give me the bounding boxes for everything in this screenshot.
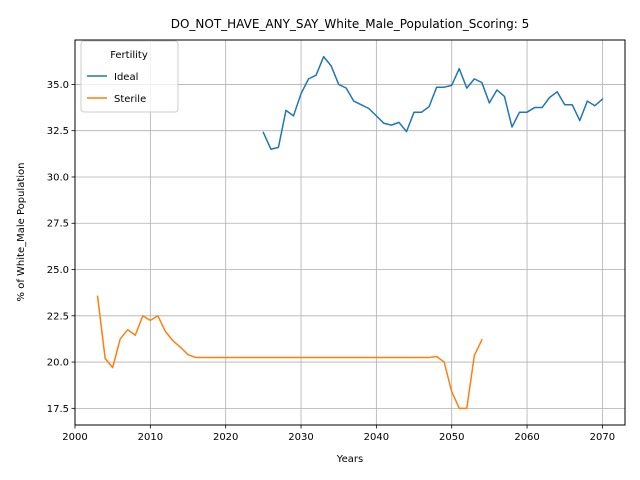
y-tick-label: 35.0 [47,80,69,91]
y-tick-label: 30.0 [47,172,69,183]
y-axis-ticks: 17.5 20.0 22.5 25.0 27.5 30.0 32.5 35.0 [47,80,75,415]
y-tick-label: 17.5 [47,404,69,415]
plot-frame [74,39,626,426]
y-tick-label: 20.0 [47,358,69,369]
x-tick-label: 2040 [364,432,389,443]
legend-label-ideal: Ideal [114,72,138,83]
y-tick-label: 25.0 [47,265,69,276]
chart-title: DO_NOT_HAVE_ANY_SAY_White_Male_Populatio… [171,17,530,31]
series-line-sterile [96,295,483,410]
series-line-ideal [262,55,604,150]
x-axis-ticks: 2000 2010 2020 2030 2040 2050 2060 2070 [62,425,615,443]
y-tick-label: 22.5 [47,311,69,322]
x-tick-label: 2030 [288,432,313,443]
x-axis-label: Years [336,454,363,465]
legend-title: Fertility [110,50,148,61]
x-tick-label: 2020 [213,432,238,443]
legend: Fertility Ideal Sterile [80,40,179,113]
y-axis-label: % of White_Male Population [16,163,27,302]
x-tick-label: 2070 [590,432,615,443]
x-tick-label: 2000 [62,432,87,443]
grid-lines [74,40,625,425]
y-tick-label: 27.5 [47,219,69,230]
plot-series [96,55,604,410]
legend-box [80,40,179,113]
x-tick-label: 2060 [514,432,539,443]
x-tick-label: 2010 [138,432,163,443]
x-tick-label: 2050 [439,432,464,443]
legend-label-sterile: Sterile [114,94,146,105]
y-tick-label: 32.5 [47,126,69,137]
